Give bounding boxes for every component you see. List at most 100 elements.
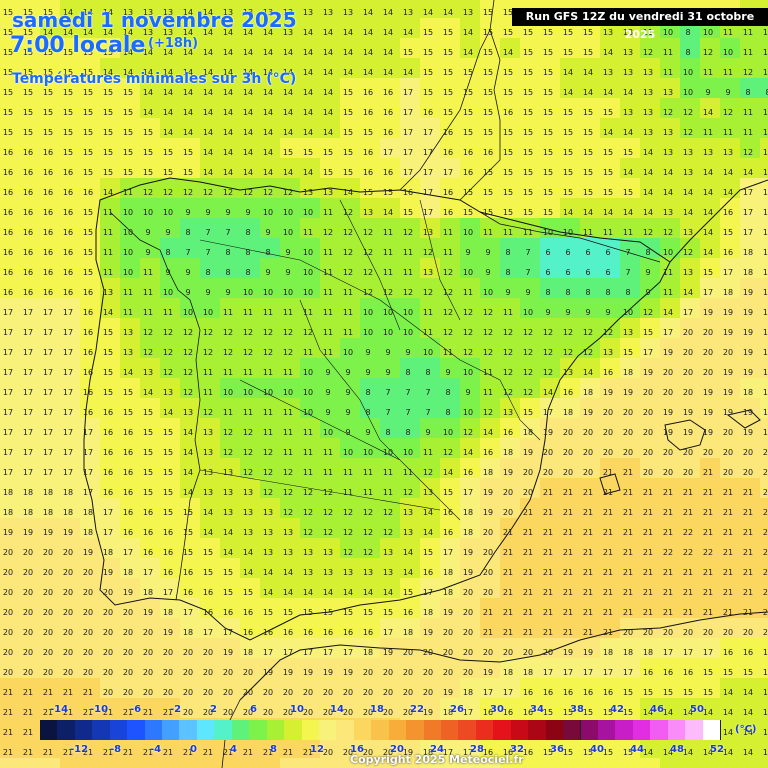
field-cell [200,138,221,159]
grid-value: 6 [605,268,610,277]
field-cell [500,358,521,379]
field-cell [280,98,301,119]
grid-value: 18 [43,488,53,497]
grid-value: 13 [203,488,213,497]
field-cell [40,298,61,319]
field-cell [500,138,521,159]
legend-label: -4 [150,744,162,755]
grid-value: 18 [603,648,613,657]
field-cell [180,38,201,59]
grid-value: 11 [243,308,253,317]
grid-value: 10 [243,288,253,297]
field-cell [240,358,261,379]
legend-label: 26 [450,704,464,715]
grid-value: 21 [563,508,573,517]
grid-value: 20 [683,328,693,337]
grid-value: 11 [743,28,753,37]
grid-value: 22 [663,548,673,557]
grid-value: 10 [123,208,133,217]
field-cell [280,0,301,19]
grid-value: 11 [403,268,413,277]
grid-value: 12 [403,488,413,497]
field-cell [560,78,581,99]
grid-value: 17 [43,328,53,337]
grid-value: 11 [103,268,113,277]
field-cell [440,138,461,159]
grid-value: 14 [183,488,193,497]
grid-value: 21 [543,608,553,617]
grid-value: 20 [203,648,213,657]
field-cell [760,198,768,219]
grid-value: 16 [463,468,473,477]
field-cell [660,258,681,279]
grid-value: 15 [183,508,193,517]
field-cell [640,118,661,139]
field-cell [160,298,181,319]
field-cell [720,418,741,439]
field-cell [200,98,221,119]
grid-value: 16 [483,448,493,457]
grid-value: 15 [383,608,393,617]
grid-value: 15 [543,168,553,177]
grid-value: 20 [103,628,113,637]
field-cell [380,18,401,39]
grid-value: 14 [323,588,333,597]
field-cell [760,18,768,39]
grid-value: 12 [323,528,333,537]
grid-value: 20 [683,388,693,397]
field-cell [40,18,61,39]
grid-value: 17 [403,148,413,157]
field-cell [520,298,541,319]
field-cell [680,338,701,359]
grid-value: 12 [563,328,573,337]
field-cell [760,78,768,99]
grid-value: 17 [23,308,33,317]
grid-value: 14 [263,108,273,117]
field-cell [140,158,161,179]
grid-value: 21 [643,548,653,557]
grid-value: 15 [443,48,453,57]
field-cell [380,418,401,439]
grid-value: 11 [323,268,333,277]
field-cell [180,298,201,319]
grid-value: 14 [203,528,213,537]
field-cell [700,158,721,179]
field-cell [400,98,421,119]
grid-value: 14 [243,568,253,577]
grid-value: 15 [523,88,533,97]
field-cell [460,158,481,179]
grid-value: 20 [583,428,593,437]
field-cell [160,238,181,259]
grid-value: 19 [723,328,733,337]
grid-value: 8 [565,288,570,297]
field-cell [220,398,241,419]
grid-value: 17 [3,428,13,437]
grid-value: 20 [83,668,93,677]
grid-value: 12 [323,488,333,497]
field-cell [260,218,281,239]
grid-value: 14 [463,28,473,37]
field-cell [660,138,681,159]
field-cell [100,338,121,359]
grid-value: 15 [63,148,73,157]
grid-value: 9 [605,308,610,317]
grid-value: 14 [383,588,393,597]
grid-value: 13 [623,328,633,337]
grid-value: 21 [723,588,733,597]
legend-swatch [301,720,320,740]
grid-value: 8 [405,428,410,437]
grid-value: 21 [283,748,293,757]
grid-value: 21 [243,748,253,757]
field-cell [40,0,61,19]
field-cell [260,98,281,119]
grid-value: 15 [563,128,573,137]
field-cell [0,0,21,19]
field-cell [180,18,201,39]
grid-value: 14 [103,188,113,197]
legend-label: 52 [710,744,724,755]
field-cell [80,158,101,179]
grid-value: 12 [423,248,433,257]
field-cell [460,218,481,239]
grid-value: 14 [423,8,433,17]
field-cell [440,398,461,419]
